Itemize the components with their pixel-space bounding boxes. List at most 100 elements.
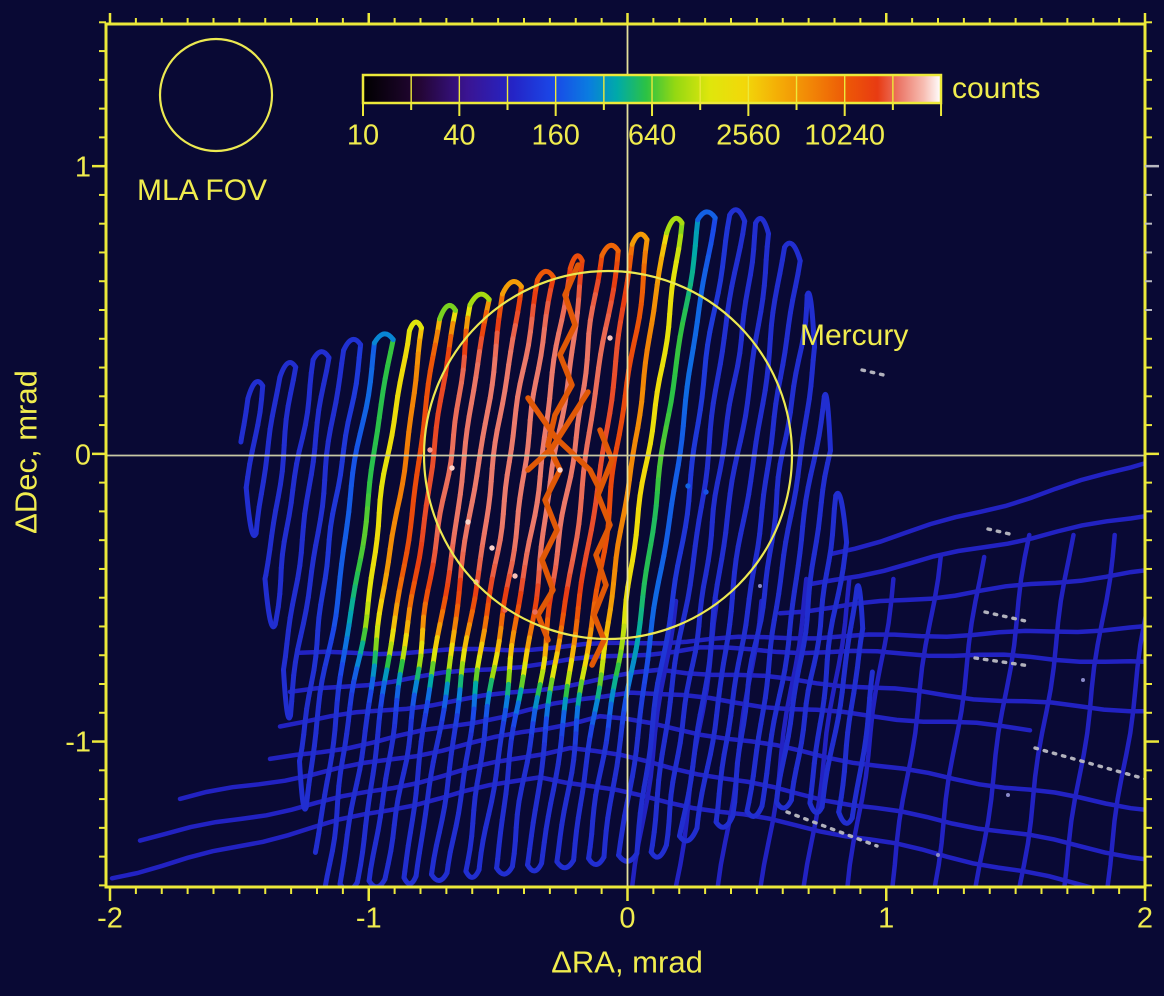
scan-turnaround [774, 797, 794, 811]
calibration-line [177, 713, 1145, 813]
scan-turnaround [782, 240, 803, 264]
raster-scan [238, 207, 875, 887]
scan-turnaround [525, 860, 545, 874]
stray-dot [936, 853, 940, 857]
scan-turnaround [371, 331, 396, 346]
fov-annotation: MLA FOV [137, 174, 268, 207]
scan-dot [685, 483, 691, 489]
calibration-line [801, 576, 852, 887]
colorbar [361, 73, 943, 116]
scan-dot [703, 489, 709, 495]
scan-turnaround [463, 867, 482, 880]
calibration-line [1017, 532, 1076, 887]
scan-turnaround [494, 863, 515, 877]
colorbar-tick-label: 160 [531, 119, 580, 152]
scan-turnaround [727, 207, 748, 224]
scan-turnaround [341, 336, 364, 353]
fov-circle [158, 37, 274, 153]
calibration-grid-verticals [629, 532, 1145, 887]
scan-turnaround [243, 485, 259, 538]
scan-turnaround [744, 803, 765, 819]
scan-turnaround [500, 279, 524, 297]
scan-turnaround [664, 215, 685, 236]
plot-frame [104, 22, 1147, 889]
scan-turnaround [281, 667, 293, 721]
stray-dot [758, 584, 762, 588]
scan-segment [238, 435, 245, 445]
scan-turnaround [406, 319, 424, 334]
scan-turnaround [534, 268, 556, 283]
drift-track [427, 262, 709, 668]
y-tick-label: 1 [74, 151, 91, 184]
calibration-line [777, 568, 1145, 616]
stray-dot [1081, 678, 1085, 682]
scan-dot [532, 609, 538, 615]
drift-track-line [525, 395, 603, 493]
scan-dot [449, 465, 455, 471]
calibration-line [845, 576, 896, 887]
calibration-line [109, 775, 1098, 887]
stray-dot [1006, 793, 1010, 797]
scan-turnaround [437, 303, 458, 322]
colorbar-tick-label: 2560 [716, 119, 781, 152]
scan-turnaround [821, 392, 833, 453]
scan-dot [427, 447, 433, 453]
drift-track-line [589, 427, 615, 668]
scan-turnaround [648, 842, 669, 860]
dotted-tracks [758, 368, 1145, 857]
plot-content [106, 24, 1145, 887]
scan-turnaround [713, 813, 736, 830]
dotted-track [973, 656, 1032, 668]
colorbar-tick-label: 10 [346, 119, 380, 152]
colorbar-tick-label: 640 [627, 119, 677, 152]
scan-turnaround [467, 291, 492, 308]
calibration-line [277, 667, 1145, 729]
scan-turnaround [567, 253, 585, 271]
calibration-line [758, 576, 809, 887]
dotted-track [986, 527, 1016, 537]
axis-ticks [92, 13, 1159, 901]
scan-dot [512, 573, 518, 579]
drift-track-line [525, 389, 591, 473]
scan-turnaround [836, 809, 855, 826]
scan-turnaround [245, 379, 266, 402]
x-tick-label: -2 [97, 902, 123, 935]
dotted-track [983, 610, 1032, 624]
scan-turnaround [833, 490, 850, 545]
colorbar-tick-label: 10240 [804, 119, 886, 152]
scan-turnaround [297, 758, 309, 812]
calibration-line [973, 532, 1032, 887]
scan-turnaround [629, 231, 650, 247]
scan-dot [607, 335, 613, 341]
x-axis-label: ΔRA, mrad [551, 944, 703, 980]
y-tick-label: -1 [65, 726, 91, 759]
colorbar-tick-label: 40 [443, 119, 476, 152]
dotted-track [860, 368, 890, 378]
calibration-line [807, 513, 1145, 587]
x-tick-label: -1 [355, 902, 382, 935]
calibration-line [932, 554, 987, 887]
scan-turnaround [310, 349, 332, 363]
scan-dot [489, 545, 495, 551]
x-tick-label: 0 [619, 902, 636, 935]
scan-turnaround [599, 242, 621, 259]
x-tick-label: 2 [1136, 902, 1154, 935]
scan-turnaround [854, 583, 866, 631]
scan-dot [465, 519, 471, 525]
mercury-annotation: Mercury [800, 319, 909, 352]
scan-turnaround [807, 800, 825, 816]
x-tick-label: 1 [878, 902, 895, 935]
scan-dot [557, 467, 563, 473]
calibration-line [890, 554, 943, 887]
scan-turnaround [753, 215, 771, 237]
drift-track-line [535, 262, 581, 643]
scan-turnaround [695, 209, 718, 223]
scan-segment [312, 844, 319, 855]
calibration-line [827, 460, 1145, 557]
scan-turnaround [804, 290, 817, 350]
scan-turnaround [277, 360, 299, 380]
scan-turnaround [401, 873, 419, 887]
scan-segment [322, 874, 330, 887]
calibration-line [1105, 608, 1145, 887]
